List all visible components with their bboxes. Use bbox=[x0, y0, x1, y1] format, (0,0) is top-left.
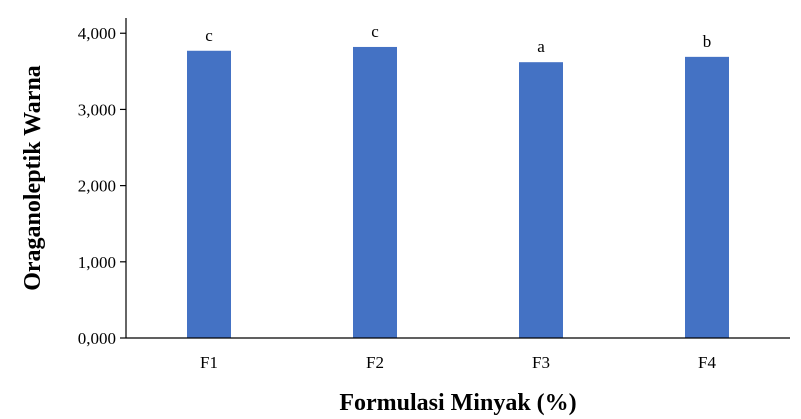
bar-f2 bbox=[353, 46, 397, 338]
bar-f1 bbox=[187, 50, 231, 339]
y-tick-label: 3,000 bbox=[78, 100, 116, 119]
significance-label-f4: b bbox=[703, 32, 712, 51]
x-tick-label: F3 bbox=[532, 353, 550, 372]
significance-label-f1: c bbox=[205, 26, 213, 45]
x-axis-ticks: F1 F2 F3 F4 bbox=[200, 353, 716, 372]
bars: c ca b bbox=[187, 22, 729, 339]
bar-f4 bbox=[685, 56, 729, 338]
y-axis-title: Oraganoleptik Warna bbox=[20, 65, 46, 291]
y-tick-label: 4,000 bbox=[78, 24, 116, 43]
y-tick-label: 1,000 bbox=[78, 253, 116, 272]
x-axis-title: Formulasi Minyak (%) bbox=[339, 390, 576, 416]
y-tick-label: 0,000 bbox=[78, 329, 116, 348]
significance-label-f3: a bbox=[537, 37, 545, 56]
y-axis-ticks: 0,000 1,000 2,000 3,000 4,000 bbox=[78, 24, 126, 348]
x-tick-label: F4 bbox=[698, 353, 716, 372]
bar-f3 bbox=[519, 62, 563, 338]
x-tick-label: F1 bbox=[200, 353, 218, 372]
significance-label-f2: c bbox=[371, 22, 379, 41]
y-tick-label: 2,000 bbox=[78, 177, 116, 196]
x-tick-label: F2 bbox=[366, 353, 384, 372]
